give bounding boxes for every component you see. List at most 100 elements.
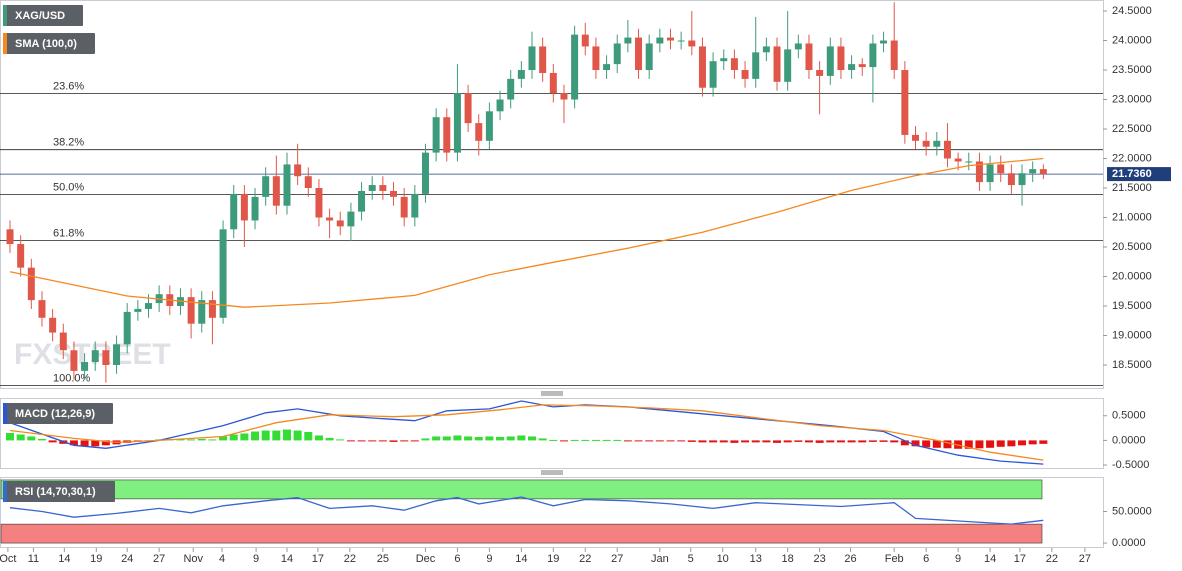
- rsi-band: [0, 523, 1043, 544]
- histogram-bar: [730, 440, 739, 443]
- x-tick-label: 18: [782, 553, 794, 565]
- x-tick-label: 24: [121, 553, 133, 565]
- histogram-bar: [378, 440, 387, 442]
- candle-body: [102, 350, 110, 365]
- x-tick-label: Nov: [183, 553, 203, 565]
- x-tick-label: 14: [58, 553, 70, 565]
- histogram-bar: [517, 435, 526, 441]
- candle-body: [230, 193, 238, 230]
- x-tick-label: 17: [312, 553, 324, 565]
- histogram-bar: [272, 430, 281, 441]
- candle-body: [145, 303, 153, 309]
- candle-body: [443, 117, 451, 153]
- x-tick-label: Jan: [651, 553, 669, 565]
- candle-body: [571, 34, 579, 100]
- y-tick-label: 0.0000: [1112, 537, 1146, 549]
- last-price-label: 21.7360: [1112, 168, 1152, 180]
- candle-body: [219, 229, 227, 318]
- histogram-bar: [325, 437, 334, 441]
- candle-body: [421, 152, 429, 194]
- candle-body: [123, 311, 131, 345]
- candle-body: [773, 46, 781, 82]
- y-tick-label: 22.5000: [1112, 123, 1152, 135]
- candle-body: [81, 362, 89, 371]
- histogram-bar: [421, 438, 430, 441]
- candle-body: [1029, 169, 1037, 174]
- candle-body: [528, 46, 536, 71]
- candle-body: [858, 64, 866, 68]
- x-tick-label: 27: [1079, 553, 1091, 565]
- candle-body: [251, 196, 259, 221]
- legend-label: MACD (12,26,9): [15, 408, 95, 420]
- histogram-bar: [208, 439, 217, 441]
- candle-body: [432, 117, 440, 153]
- x-tick-label: 22: [579, 553, 591, 565]
- x-tick-label: 10: [717, 553, 729, 565]
- x-tick-label: 27: [611, 553, 623, 565]
- histogram-bar: [389, 440, 398, 442]
- candle-body: [358, 190, 366, 212]
- histogram-bar: [442, 436, 451, 441]
- candle-body: [826, 46, 834, 76]
- x-tick-label: Dec: [416, 553, 436, 565]
- histogram-bar: [645, 440, 654, 442]
- histogram-bar: [623, 440, 632, 442]
- x-tick-label: 13: [750, 553, 762, 565]
- candle-body: [411, 193, 419, 218]
- histogram-bar: [815, 440, 824, 443]
- legend-swatch: [3, 33, 7, 54]
- candle-body: [304, 176, 312, 189]
- y-tick-label: 21.5000: [1112, 182, 1152, 194]
- histogram-bar: [506, 436, 515, 441]
- x-tick-label: 9: [955, 553, 961, 565]
- candle-body: [752, 52, 760, 79]
- candle-body: [762, 46, 770, 53]
- histogram-bar: [6, 433, 15, 441]
- candle-body: [485, 111, 493, 141]
- x-tick-label: 14: [281, 553, 293, 565]
- legend-badge: [3, 5, 83, 26]
- histogram-bar: [485, 436, 494, 441]
- candle-body: [784, 49, 792, 82]
- fib-label: 50.0%: [53, 181, 84, 193]
- histogram-bar: [709, 440, 718, 443]
- candle-body: [70, 350, 78, 371]
- candle-body: [677, 40, 685, 42]
- candle-body: [666, 37, 674, 41]
- candle-body: [240, 193, 248, 221]
- histogram-bar: [996, 440, 1005, 447]
- y-tick-label: 22.0000: [1112, 152, 1152, 164]
- histogram-bar: [229, 434, 238, 441]
- candle-body: [943, 140, 951, 159]
- histogram-bar: [197, 438, 206, 441]
- x-tick-label: 22: [1046, 553, 1058, 565]
- candle-body: [134, 308, 142, 312]
- histogram-bar: [1028, 440, 1037, 445]
- y-tick-label: 50.0000: [1112, 505, 1152, 517]
- histogram-bar: [911, 440, 920, 447]
- histogram-bar: [602, 439, 611, 441]
- candle-body: [59, 332, 67, 351]
- candle-body: [390, 190, 398, 197]
- candle-body: [720, 58, 728, 62]
- candle-body: [912, 134, 920, 141]
- candle-body: [475, 123, 483, 141]
- candle-body: [400, 196, 408, 218]
- histogram-bar: [762, 440, 771, 443]
- fib-label: 61.8%: [53, 227, 84, 239]
- histogram-bar: [932, 440, 941, 448]
- candle-body: [986, 164, 994, 183]
- indicator-line: [9, 404, 1044, 461]
- candle-body: [262, 176, 270, 197]
- candle-body: [27, 267, 35, 301]
- x-tick-label: 14: [984, 553, 996, 565]
- histogram-bar: [410, 440, 419, 442]
- x-tick-label: 19: [547, 553, 559, 565]
- panel-splitter[interactable]: [541, 470, 563, 475]
- candle-body: [816, 70, 824, 76]
- histogram-bar: [687, 440, 696, 442]
- y-tick-label: 24.5000: [1112, 5, 1152, 17]
- candle-body: [113, 344, 121, 365]
- panel-splitter[interactable]: [541, 391, 563, 396]
